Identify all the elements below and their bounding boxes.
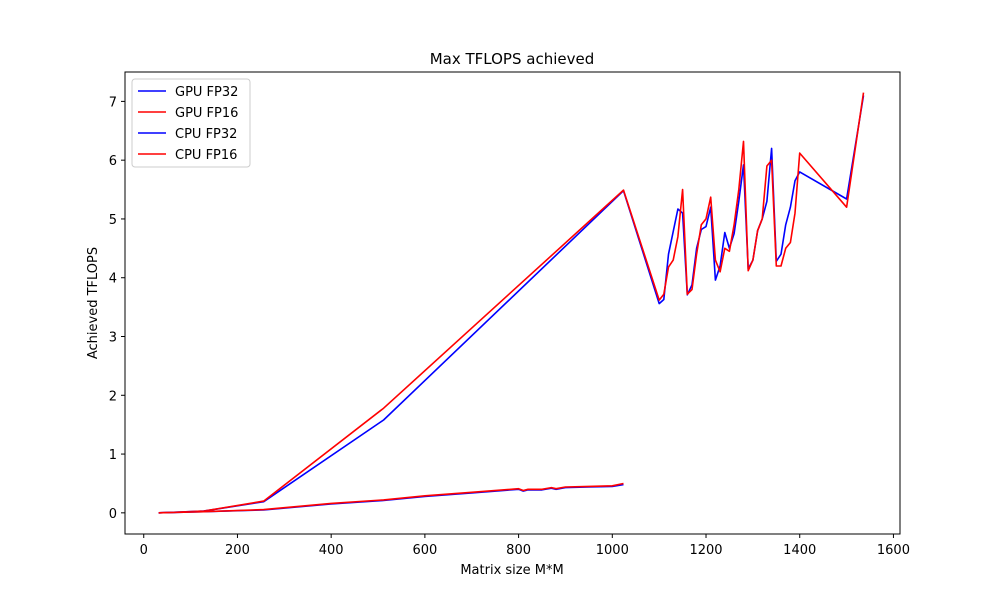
legend-label: CPU FP32 [175,127,237,142]
series-line-2 [158,92,865,514]
y-tick-label: 2 [109,389,117,404]
y-tick-label: 4 [109,272,117,287]
legend-frame [131,78,251,168]
x-tick-label: 800 [506,543,531,558]
x-tick-label: 1000 [596,543,629,558]
x-tick-label: 1600 [877,543,910,558]
x-axis: 0 200 400 600 800 1000 1200 1400 1600 [140,534,910,558]
legend-label: GPU FP32 [175,85,238,100]
x-tick-label: 1200 [689,543,722,558]
y-axis: 0 1 2 3 4 5 6 7 [109,95,125,522]
legend-label: CPU FP16 [175,148,237,163]
x-tick-label: 0 [140,543,148,558]
series-line-4 [158,482,624,514]
y-tick-label: 7 [109,95,117,110]
series-layer [158,92,865,514]
x-tick-label: 200 [225,543,250,558]
y-tick-label: 5 [109,213,117,228]
x-tick-label: 1400 [783,543,816,558]
y-tick-label: 0 [109,507,117,522]
y-tick-label: 3 [109,331,117,346]
series-line-1 [158,95,865,514]
y-tick-label: 6 [109,154,117,169]
chart-title: Max TFLOPS achieved [430,50,595,68]
y-axis-title: Achieved TFLOPS [86,247,101,359]
x-axis-title: Matrix size M*M [460,563,563,578]
legend-label: GPU FP16 [175,106,238,121]
x-tick-label: 600 [412,543,437,558]
y-tick-label: 1 [109,448,117,463]
legend: GPU FP32 GPU FP16 CPU FP32 CPU FP16 [131,78,251,168]
x-tick-label: 400 [319,543,344,558]
plot-frame [124,71,901,535]
